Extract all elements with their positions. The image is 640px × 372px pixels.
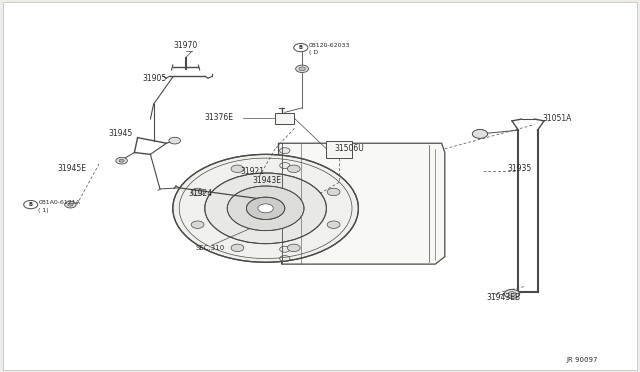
Text: 31935: 31935 <box>508 164 532 173</box>
Circle shape <box>327 221 340 228</box>
Circle shape <box>191 188 204 196</box>
Circle shape <box>280 163 290 169</box>
Circle shape <box>246 197 285 219</box>
Circle shape <box>173 154 358 262</box>
Text: 31921: 31921 <box>240 167 264 176</box>
FancyBboxPatch shape <box>3 2 637 370</box>
Circle shape <box>280 148 290 154</box>
Circle shape <box>231 244 244 251</box>
Circle shape <box>299 67 305 71</box>
Circle shape <box>280 213 290 219</box>
Circle shape <box>504 289 520 298</box>
Circle shape <box>287 165 300 173</box>
Circle shape <box>119 159 124 162</box>
Circle shape <box>280 230 290 235</box>
Circle shape <box>231 165 244 173</box>
Circle shape <box>287 244 300 251</box>
Text: JR 90097: JR 90097 <box>566 357 598 363</box>
Circle shape <box>169 137 180 144</box>
Circle shape <box>65 201 76 208</box>
Text: 31945E: 31945E <box>58 164 86 173</box>
Text: ( D: ( D <box>309 50 318 55</box>
Text: B: B <box>29 202 33 207</box>
Text: 31943EB: 31943EB <box>486 293 520 302</box>
Text: 31943E: 31943E <box>253 176 282 185</box>
Text: 31945: 31945 <box>109 129 133 138</box>
Circle shape <box>227 186 304 231</box>
FancyBboxPatch shape <box>275 113 294 124</box>
Circle shape <box>24 201 38 209</box>
Text: 08120-62033: 08120-62033 <box>309 43 351 48</box>
Circle shape <box>280 198 290 204</box>
Polygon shape <box>278 143 445 264</box>
Text: 31905: 31905 <box>142 74 166 83</box>
Text: 081A0-6121A: 081A0-6121A <box>38 200 80 205</box>
Circle shape <box>116 157 127 164</box>
Circle shape <box>327 188 340 196</box>
Circle shape <box>296 65 308 73</box>
Circle shape <box>280 246 290 252</box>
Circle shape <box>508 292 516 296</box>
Circle shape <box>280 256 290 262</box>
Circle shape <box>258 204 273 213</box>
Circle shape <box>472 129 488 138</box>
Text: ( 1): ( 1) <box>38 208 49 213</box>
Text: 31506U: 31506U <box>334 144 364 153</box>
Text: 31376E: 31376E <box>205 113 234 122</box>
Text: SEC.310: SEC.310 <box>195 245 225 251</box>
Text: 31970: 31970 <box>173 41 198 50</box>
Text: 31924: 31924 <box>189 189 213 198</box>
Text: B: B <box>299 45 303 50</box>
Circle shape <box>191 221 204 228</box>
Circle shape <box>205 173 326 244</box>
Circle shape <box>68 203 73 206</box>
Circle shape <box>294 44 308 52</box>
Text: 31051A: 31051A <box>543 114 572 123</box>
Circle shape <box>280 179 290 185</box>
FancyBboxPatch shape <box>326 141 352 158</box>
